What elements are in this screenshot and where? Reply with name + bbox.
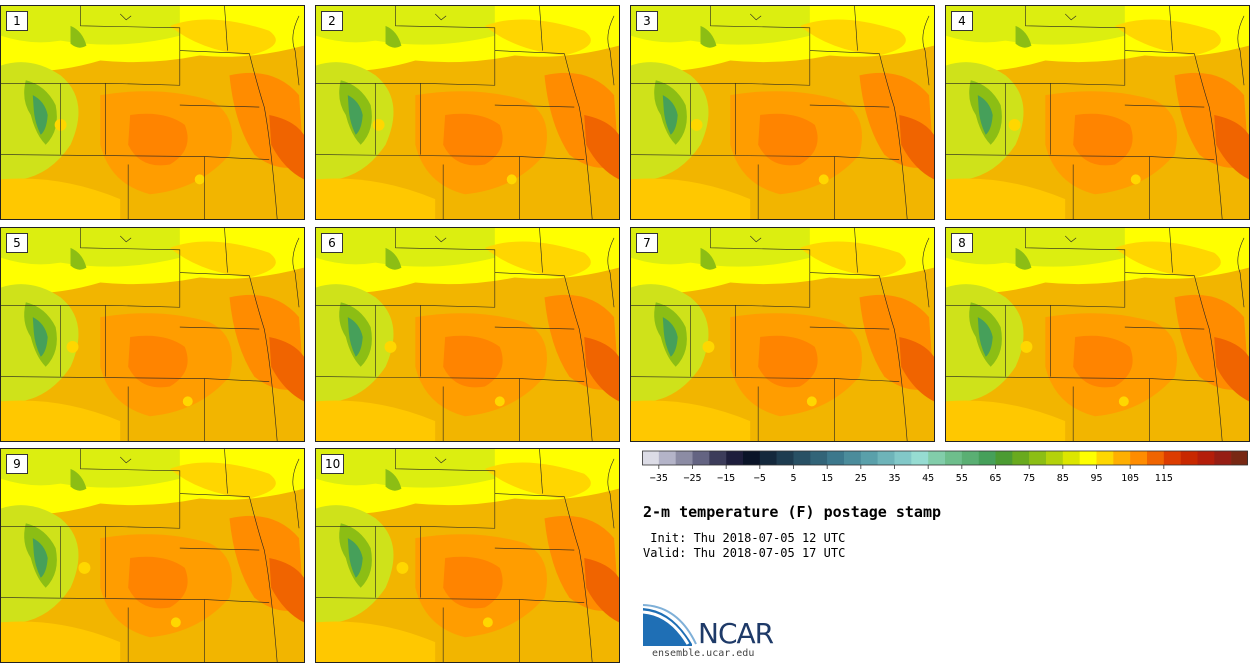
stamp-number-label: 3 (636, 11, 658, 31)
colorbar-swatch (1096, 451, 1114, 465)
page-title: 2-m temperature (F) postage stamp (643, 503, 942, 521)
colorbar-swatch (827, 451, 845, 465)
colorbar-swatch (860, 451, 878, 465)
colorbar-tick-label: 95 (1090, 473, 1102, 484)
colorbar-tick-label: 25 (855, 473, 867, 484)
colorbar-swatch (642, 451, 660, 465)
colorbar-swatch (1214, 451, 1232, 465)
colorbar-swatch (877, 451, 895, 465)
colorbar-swatch (1079, 451, 1097, 465)
stamp-number-label: 6 (321, 233, 343, 253)
valid-time: Valid: Thu 2018-07-05 17 UTC (643, 546, 846, 560)
stamp-map-6: 6 (315, 227, 620, 442)
stamp-map-5: 5 (0, 227, 305, 442)
colorbar-swatch (726, 451, 744, 465)
colorbar-swatch (978, 451, 996, 465)
ncar-logo-icon (642, 604, 697, 646)
stamp-map-3: 3 (630, 5, 935, 220)
stamp-number-label: 9 (6, 454, 28, 474)
stamp-number-label: 5 (6, 233, 28, 253)
colorbar-swatch (894, 451, 912, 465)
temperature-colorbar: −35 −25 −15 −5 5 15 25 35 45 55 65 75 85 95 105 115 (642, 450, 1248, 484)
colorbar-swatch (1113, 451, 1131, 465)
colorbar-swatch (1231, 451, 1248, 465)
ncar-wordmark: NCAR (698, 617, 774, 650)
stamp-number-label: 10 (321, 454, 345, 474)
colorbar-swatch (709, 451, 727, 465)
stamp-number-label: 1 (6, 11, 28, 31)
colorbar-tick-label: −35 (650, 473, 668, 484)
colorbar-swatch (995, 451, 1013, 465)
colorbar-swatch (675, 451, 693, 465)
colorbar-swatch (1180, 451, 1198, 465)
colorbar-swatch (810, 451, 828, 465)
colorbar-tick-label: 85 (1057, 473, 1069, 484)
colorbar-swatch (1012, 451, 1030, 465)
colorbar-swatch (928, 451, 946, 465)
stamp-map-8: 8 (945, 227, 1250, 442)
colorbar-swatch (1046, 451, 1064, 465)
init-time: Init: Thu 2018-07-05 12 UTC (643, 531, 846, 545)
stamp-number-label: 4 (951, 11, 973, 31)
colorbar-tick-label: 5 (790, 473, 796, 484)
stamp-map-10: 10 (315, 448, 620, 663)
colorbar-tick-label: 15 (821, 473, 833, 484)
colorbar-swatch (1130, 451, 1148, 465)
stamp-map-7: 7 (630, 227, 935, 442)
colorbar-tick-label: −5 (754, 473, 766, 484)
colorbar-swatch (793, 451, 811, 465)
colorbar-tick-label: −25 (683, 473, 701, 484)
colorbar-swatch (743, 451, 761, 465)
colorbar-swatch (776, 451, 794, 465)
colorbar-tick-label: 35 (888, 473, 900, 484)
stamp-map-2: 2 (315, 5, 620, 220)
stamp-map-9: 9 (0, 448, 305, 663)
stamp-map-4: 4 (945, 5, 1250, 220)
colorbar-swatch (759, 451, 777, 465)
stamp-number-label: 2 (321, 11, 343, 31)
colorbar-swatch (1147, 451, 1165, 465)
colorbar-swatch (945, 451, 963, 465)
stamp-number-label: 8 (951, 233, 973, 253)
colorbar-tick-label: 65 (989, 473, 1001, 484)
colorbar-swatch (1197, 451, 1215, 465)
colorbar-swatch (844, 451, 862, 465)
colorbar-swatch (1163, 451, 1181, 465)
colorbar-swatch (1029, 451, 1047, 465)
colorbar-tick-label: 105 (1121, 473, 1139, 484)
colorbar-swatch (961, 451, 979, 465)
colorbar-tick-label: 55 (956, 473, 968, 484)
stamp-number-label: 7 (636, 233, 658, 253)
colorbar-swatch (911, 451, 929, 465)
colorbar-swatch (692, 451, 710, 465)
stamp-map-1: 1 (0, 5, 305, 220)
colorbar-swatch (658, 451, 676, 465)
colorbar-tick-label: 45 (922, 473, 934, 484)
colorbar-tick-label: −15 (717, 473, 735, 484)
logo-url: ensemble.ucar.edu (652, 648, 755, 659)
colorbar-swatch (1062, 451, 1080, 465)
colorbar-tick-label: 75 (1023, 473, 1035, 484)
colorbar-tick-label: 115 (1155, 473, 1173, 484)
